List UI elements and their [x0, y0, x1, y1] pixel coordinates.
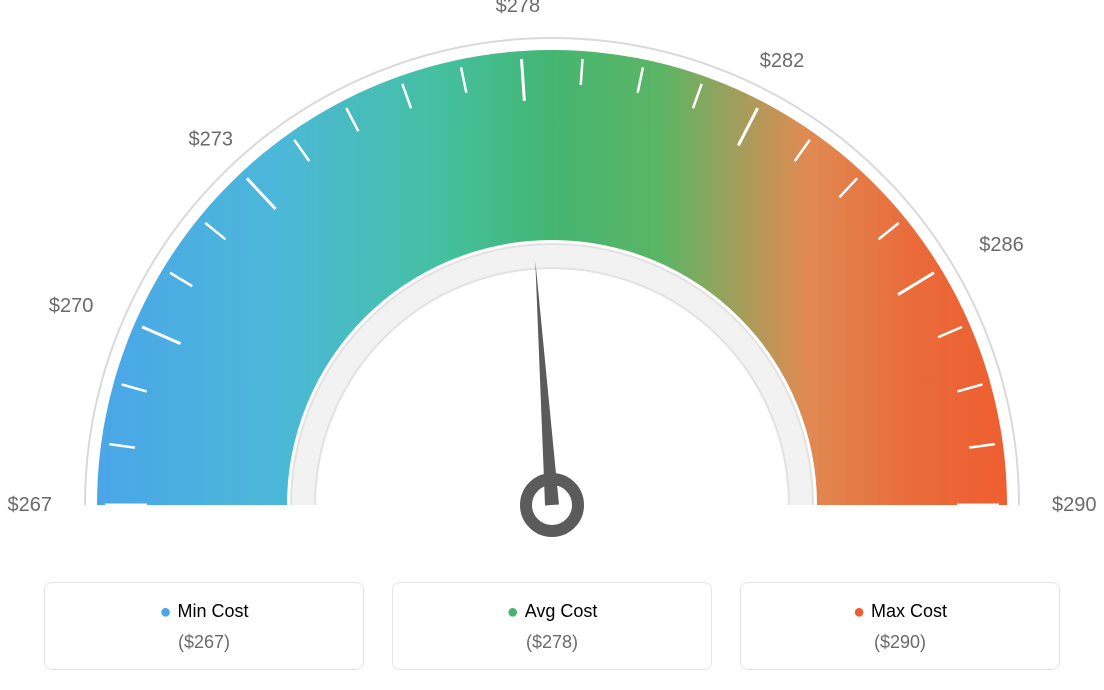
dot-icon: ● [159, 601, 171, 623]
legend-card-max: ● Max Cost ($290) [740, 582, 1060, 670]
legend-card-min: ● Min Cost ($267) [44, 582, 364, 670]
svg-text:$267: $267 [8, 494, 53, 516]
legend-title-avg: ● Avg Cost [403, 601, 701, 622]
legend-min-label: Min Cost [178, 601, 249, 621]
svg-text:$270: $270 [49, 295, 94, 317]
legend-title-max: ● Max Cost [751, 601, 1049, 622]
legend-avg-value: ($278) [403, 632, 701, 653]
legend-avg-label: Avg Cost [525, 601, 598, 621]
gauge-svg: $267 $270 $273 $278 $282 $286 $290 [0, 0, 1104, 560]
svg-text:$286: $286 [979, 234, 1024, 256]
legend-title-min: ● Min Cost [55, 601, 353, 622]
dot-icon: ● [853, 601, 865, 623]
legend-max-label: Max Cost [871, 601, 947, 621]
svg-text:$290: $290 [1052, 494, 1097, 516]
dot-icon: ● [507, 601, 519, 623]
legend-max-value: ($290) [751, 632, 1049, 653]
legend-card-avg: ● Avg Cost ($278) [392, 582, 712, 670]
legend-min-value: ($267) [55, 632, 353, 653]
legend-row: ● Min Cost ($267) ● Avg Cost ($278) ● Max C… [0, 582, 1104, 670]
svg-text:$273: $273 [188, 129, 233, 151]
gauge-chart: $267 $270 $273 $278 $282 $286 $290 [0, 0, 1104, 560]
svg-text:$278: $278 [496, 0, 541, 17]
svg-text:$282: $282 [760, 50, 805, 72]
